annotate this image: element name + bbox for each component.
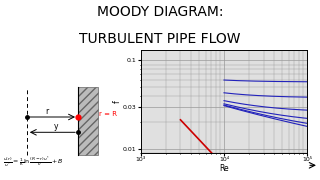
Text: r: r — [45, 107, 49, 116]
Y-axis label: f: f — [113, 100, 122, 103]
Text: $\frac{u(r)}{u^*} = \frac{1}{K}\ln\frac{(R-r)u^*}{\nu} + B$: $\frac{u(r)}{u^*} = \frac{1}{K}\ln\frac{… — [3, 154, 63, 170]
Bar — [78, 87, 98, 155]
Text: y: y — [54, 122, 59, 131]
Text: TURBULENT PIPE FLOW: TURBULENT PIPE FLOW — [79, 32, 241, 46]
Text: MOODY DIAGRAM:: MOODY DIAGRAM: — [97, 5, 223, 19]
X-axis label: Re: Re — [219, 164, 229, 173]
Text: r = R: r = R — [100, 111, 117, 117]
